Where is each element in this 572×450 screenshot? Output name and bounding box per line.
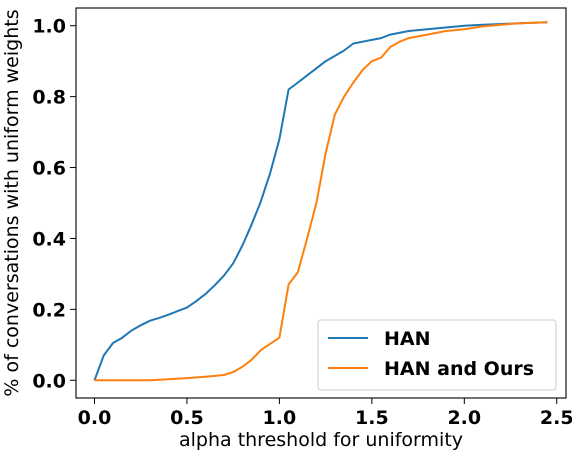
x-tick-label: 1.0 (263, 407, 297, 429)
y-tick-label: 0.8 (32, 87, 66, 109)
plot-frame (75, 7, 567, 399)
x-tick-label: 0.5 (170, 407, 204, 429)
ticks-layer: 0.0 0.5 1.0 1.5 2.0 2.5 0.0 0.2 0.4 0.6 0.8 1.0 (32, 16, 572, 429)
x-tick-label: 2.5 (540, 407, 572, 429)
y-tick-label: 0.6 (32, 158, 66, 180)
y-tick-label: 0.2 (32, 299, 66, 321)
x-axis-label: alpha threshold for uniformity (179, 429, 463, 450)
axes-layer (75, 7, 567, 399)
y-tick-label: 1.0 (32, 16, 66, 38)
x-tick-label: 1.5 (355, 407, 389, 429)
y-tick-label: 0.0 (32, 370, 66, 392)
x-tick-label: 0.0 (78, 407, 112, 429)
y-tick-label: 0.4 (32, 228, 66, 250)
legend: HAN HAN and Ours (317, 319, 557, 391)
legend-label-han-and-ours: HAN and Ours (384, 358, 534, 380)
series-line-0 (93, 21, 548, 381)
series-line-1 (94, 21, 548, 382)
legend-frame (317, 319, 557, 391)
series-layer (93, 21, 548, 382)
x-tick-label: 2.0 (447, 407, 481, 429)
legend-label-han: HAN (384, 328, 431, 350)
y-axis-label: % of conversations with uniform weights (1, 9, 23, 396)
